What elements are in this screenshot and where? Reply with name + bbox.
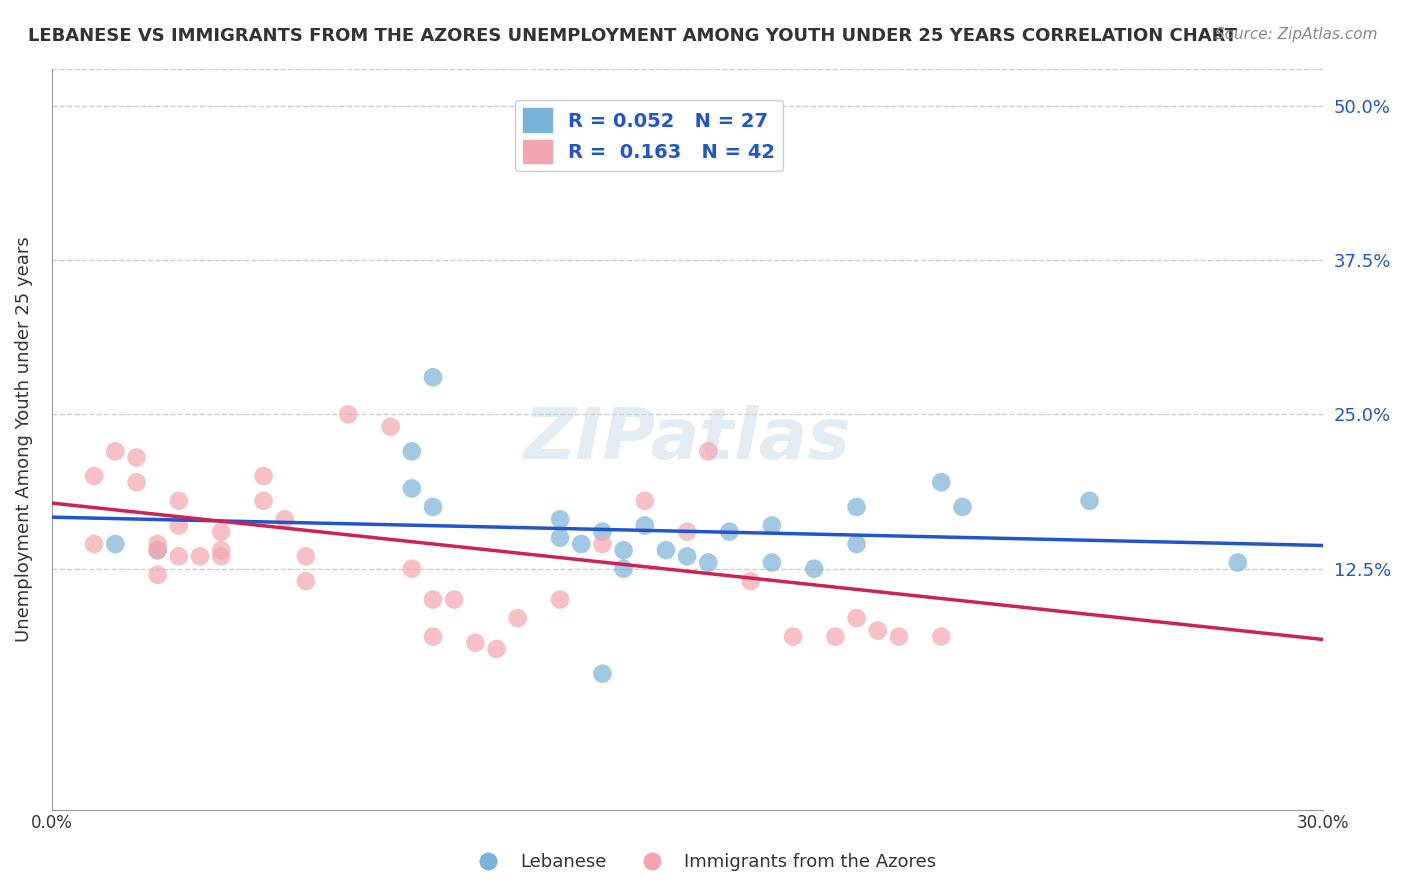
Point bbox=[209, 549, 232, 564]
Point bbox=[1078, 493, 1101, 508]
Point bbox=[83, 469, 105, 483]
Point bbox=[697, 556, 720, 570]
Point bbox=[485, 642, 508, 657]
Point bbox=[761, 518, 783, 533]
Point bbox=[401, 482, 423, 496]
Point bbox=[613, 562, 636, 576]
Point bbox=[422, 630, 444, 644]
Point bbox=[422, 370, 444, 384]
Point bbox=[188, 549, 211, 564]
Point bbox=[591, 537, 613, 551]
Point bbox=[167, 518, 190, 533]
Point bbox=[252, 493, 274, 508]
Text: LEBANESE VS IMMIGRANTS FROM THE AZORES UNEMPLOYMENT AMONG YOUTH UNDER 25 YEARS C: LEBANESE VS IMMIGRANTS FROM THE AZORES U… bbox=[28, 27, 1237, 45]
Point bbox=[548, 592, 571, 607]
Point bbox=[634, 518, 657, 533]
Point bbox=[1226, 556, 1249, 570]
Point bbox=[295, 549, 318, 564]
Point bbox=[401, 562, 423, 576]
Point bbox=[125, 475, 148, 490]
Point bbox=[209, 543, 232, 558]
Point bbox=[380, 419, 402, 434]
Y-axis label: Unemployment Among Youth under 25 years: Unemployment Among Youth under 25 years bbox=[15, 236, 32, 642]
Point bbox=[443, 592, 465, 607]
Point bbox=[845, 537, 868, 551]
Point bbox=[274, 512, 297, 526]
Point bbox=[146, 537, 169, 551]
Legend: R = 0.052   N = 27, R =  0.163   N = 42: R = 0.052 N = 27, R = 0.163 N = 42 bbox=[516, 101, 783, 171]
Point bbox=[697, 444, 720, 458]
Point bbox=[422, 592, 444, 607]
Point bbox=[952, 500, 974, 514]
Point bbox=[146, 543, 169, 558]
Point bbox=[569, 537, 592, 551]
Text: ZIPatlas: ZIPatlas bbox=[523, 405, 851, 474]
Point bbox=[337, 407, 360, 421]
Point bbox=[167, 493, 190, 508]
Point bbox=[655, 543, 678, 558]
Point bbox=[104, 444, 127, 458]
Point bbox=[929, 630, 952, 644]
Point bbox=[718, 524, 741, 539]
Point bbox=[569, 123, 592, 137]
Point bbox=[464, 636, 486, 650]
Point bbox=[845, 500, 868, 514]
Point bbox=[676, 524, 699, 539]
Point bbox=[845, 611, 868, 625]
Point bbox=[422, 500, 444, 514]
Point bbox=[824, 630, 846, 644]
Point bbox=[167, 549, 190, 564]
Point bbox=[887, 630, 910, 644]
Point bbox=[125, 450, 148, 465]
Point bbox=[83, 537, 105, 551]
Point bbox=[146, 567, 169, 582]
Point bbox=[506, 611, 529, 625]
Point bbox=[591, 524, 613, 539]
Point bbox=[676, 549, 699, 564]
Point bbox=[146, 543, 169, 558]
Legend: Lebanese, Immigrants from the Azores: Lebanese, Immigrants from the Azores bbox=[463, 847, 943, 879]
Point bbox=[803, 562, 825, 576]
Point bbox=[252, 469, 274, 483]
Point bbox=[295, 574, 318, 588]
Point bbox=[782, 630, 804, 644]
Point bbox=[634, 493, 657, 508]
Point bbox=[929, 475, 952, 490]
Point bbox=[613, 543, 636, 558]
Point bbox=[591, 666, 613, 681]
Point bbox=[761, 556, 783, 570]
Text: Source: ZipAtlas.com: Source: ZipAtlas.com bbox=[1215, 27, 1378, 42]
Point bbox=[548, 531, 571, 545]
Point bbox=[740, 574, 762, 588]
Point bbox=[209, 524, 232, 539]
Point bbox=[401, 444, 423, 458]
Point bbox=[866, 624, 889, 638]
Point bbox=[548, 512, 571, 526]
Point bbox=[104, 537, 127, 551]
